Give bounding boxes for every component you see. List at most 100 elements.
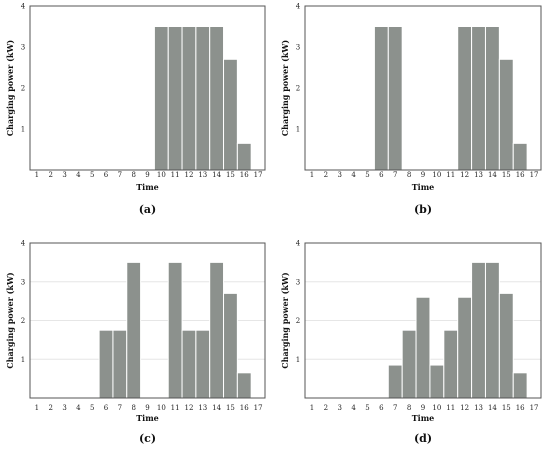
panel-d-bar-14 [484, 261, 500, 399]
panel-c-plot-frame [29, 242, 266, 399]
panel-c-xtick-label: 10 [157, 404, 166, 412]
panel-b-xtick-label: 16 [516, 171, 525, 179]
panel-b-xtick-label: 3 [337, 171, 341, 179]
panel-a-xtick-label: 10 [157, 171, 166, 179]
panel-d-bar-10 [429, 364, 445, 399]
panel-d-bar-13 [471, 261, 486, 399]
panel-d-bar-8 [401, 329, 417, 399]
panel-a-xtick-label: 15 [226, 171, 235, 179]
panel-d-bar-7 [387, 364, 403, 399]
panel-b-bar-16 [512, 142, 528, 171]
panel-a-bar-13 [195, 26, 211, 171]
panel-c-bar-7 [112, 329, 128, 399]
panel-d-xtick-label: 3 [337, 404, 341, 412]
panel-c-xtick-label: 11 [171, 404, 180, 412]
panel-c-xtick-label: 4 [76, 404, 81, 412]
panel-c-bar-6 [98, 329, 114, 399]
panel-c-xtick-label: 13 [198, 404, 207, 412]
panel-a-bar-14 [209, 26, 225, 171]
panel-b-xtick-label: 2 [324, 171, 328, 179]
panel-b-bar-15 [498, 58, 514, 171]
panel-b-xtick-label: 14 [488, 171, 497, 179]
panel-b-xtick-label: 7 [393, 171, 397, 179]
panel-b-plot-frame [304, 5, 542, 171]
panel-c-bar-12 [181, 329, 197, 399]
panel-b-xlabel: Time [412, 182, 435, 192]
panel-b-ytick-label: 1 [296, 126, 300, 134]
panel-b-bar-14 [484, 26, 500, 171]
panel-d-xtick-label: 8 [407, 404, 411, 412]
panel-d-bar-9 [415, 296, 431, 399]
panel-a-xtick-label: 14 [212, 171, 221, 179]
panel-a-xtick-label: 2 [49, 171, 53, 179]
panel-a-bar-12 [181, 26, 197, 171]
panel-d-xtick-label: 5 [365, 404, 369, 412]
panel-d-ytick-label: 3 [296, 278, 300, 286]
panel-d-xtick-label: 11 [446, 404, 455, 412]
panel-b-xtick-label: 1 [310, 171, 314, 179]
panel-c-xtick-label: 16 [240, 404, 249, 412]
panel-c-bar-14 [209, 261, 225, 399]
panel-b-ytick-label: 4 [296, 3, 301, 11]
panel-d-bar-15 [498, 292, 514, 399]
panel-a-bar-15 [223, 58, 238, 171]
panel-d-xlabel: Time [412, 413, 435, 423]
panel-d-bar-12 [457, 296, 473, 399]
panel-c-xtick-label: 8 [131, 404, 135, 412]
panel-d-ytick-label: 2 [296, 317, 300, 325]
panel-d-xtick-label: 4 [351, 404, 356, 412]
panel-a-bar-10 [153, 26, 169, 171]
panel-d-xtick-label: 6 [379, 404, 384, 412]
panel-c-xtick-label: 15 [226, 404, 235, 412]
panel-b-ytick-label: 3 [296, 44, 300, 52]
panel-c-xtick-label: 3 [62, 404, 66, 412]
panel-a-xtick-label: 13 [198, 171, 207, 179]
panel-d-xtick-label: 10 [432, 404, 441, 412]
panel-a-xtick-label: 9 [145, 171, 149, 179]
panel-d-xtick-label: 12 [460, 404, 469, 412]
panel-b-xtick-label: 6 [379, 171, 384, 179]
panel-a-label: (a) [139, 203, 157, 216]
panel-c-xtick-label: 2 [49, 404, 53, 412]
panel-b-ylabel: Charging power (kW) [280, 40, 290, 137]
panel-c-ytick-label: 3 [21, 278, 25, 286]
panel-c-bar-16 [236, 372, 252, 399]
panel-d-xtick-label: 9 [421, 404, 425, 412]
panel-a-xtick-label: 11 [171, 171, 180, 179]
panel-c-xtick-label: 12 [185, 404, 194, 412]
panel-b-xtick-label: 8 [407, 171, 411, 179]
panel-a-xtick-label: 16 [240, 171, 249, 179]
panel-b-xtick-label: 11 [446, 171, 455, 179]
panel-b-xtick-label: 4 [351, 171, 356, 179]
panel-b-bar-12 [457, 26, 473, 171]
panel-c-ytick-label: 1 [21, 356, 25, 364]
panel-c-ylabel: Charging power (kW) [5, 272, 15, 369]
panel-a-ytick-label: 2 [21, 85, 25, 93]
panel-b-xtick-label: 10 [432, 171, 441, 179]
panel-d-xtick-label: 14 [488, 404, 497, 412]
panel-c-label: (c) [139, 432, 156, 445]
panel-c-xtick-label: 7 [118, 404, 122, 412]
panel-c-xtick-label: 1 [35, 404, 39, 412]
panel-a-plot-frame [29, 5, 266, 171]
panel-a-xlabel: Time [136, 182, 159, 192]
panel-a-bar-11 [167, 26, 183, 171]
panel-a-xtick-label: 3 [62, 171, 66, 179]
panel-b-ytick-label: 2 [296, 85, 300, 93]
panel-d-xtick-label: 2 [324, 404, 328, 412]
panel-b-xtick-label: 17 [530, 171, 539, 179]
panel-b-xtick-label: 9 [421, 171, 425, 179]
panel-d-bar-16 [512, 372, 528, 399]
panel-c-xtick-label: 6 [104, 404, 109, 412]
panel-b-xtick-label: 15 [502, 171, 511, 179]
panel-c-xlabel: Time [136, 413, 159, 423]
panel-d-xtick-label: 7 [393, 404, 397, 412]
panel-b-xtick-label: 13 [474, 171, 483, 179]
panel-d-label: (d) [414, 432, 432, 445]
panel-a-ytick-label: 3 [21, 44, 25, 52]
panel-d-bar-11 [443, 329, 459, 399]
panel-c-ytick-label: 2 [21, 317, 25, 325]
panel-a-xtick-label: 7 [118, 171, 122, 179]
panel-a-xtick-label: 5 [90, 171, 94, 179]
